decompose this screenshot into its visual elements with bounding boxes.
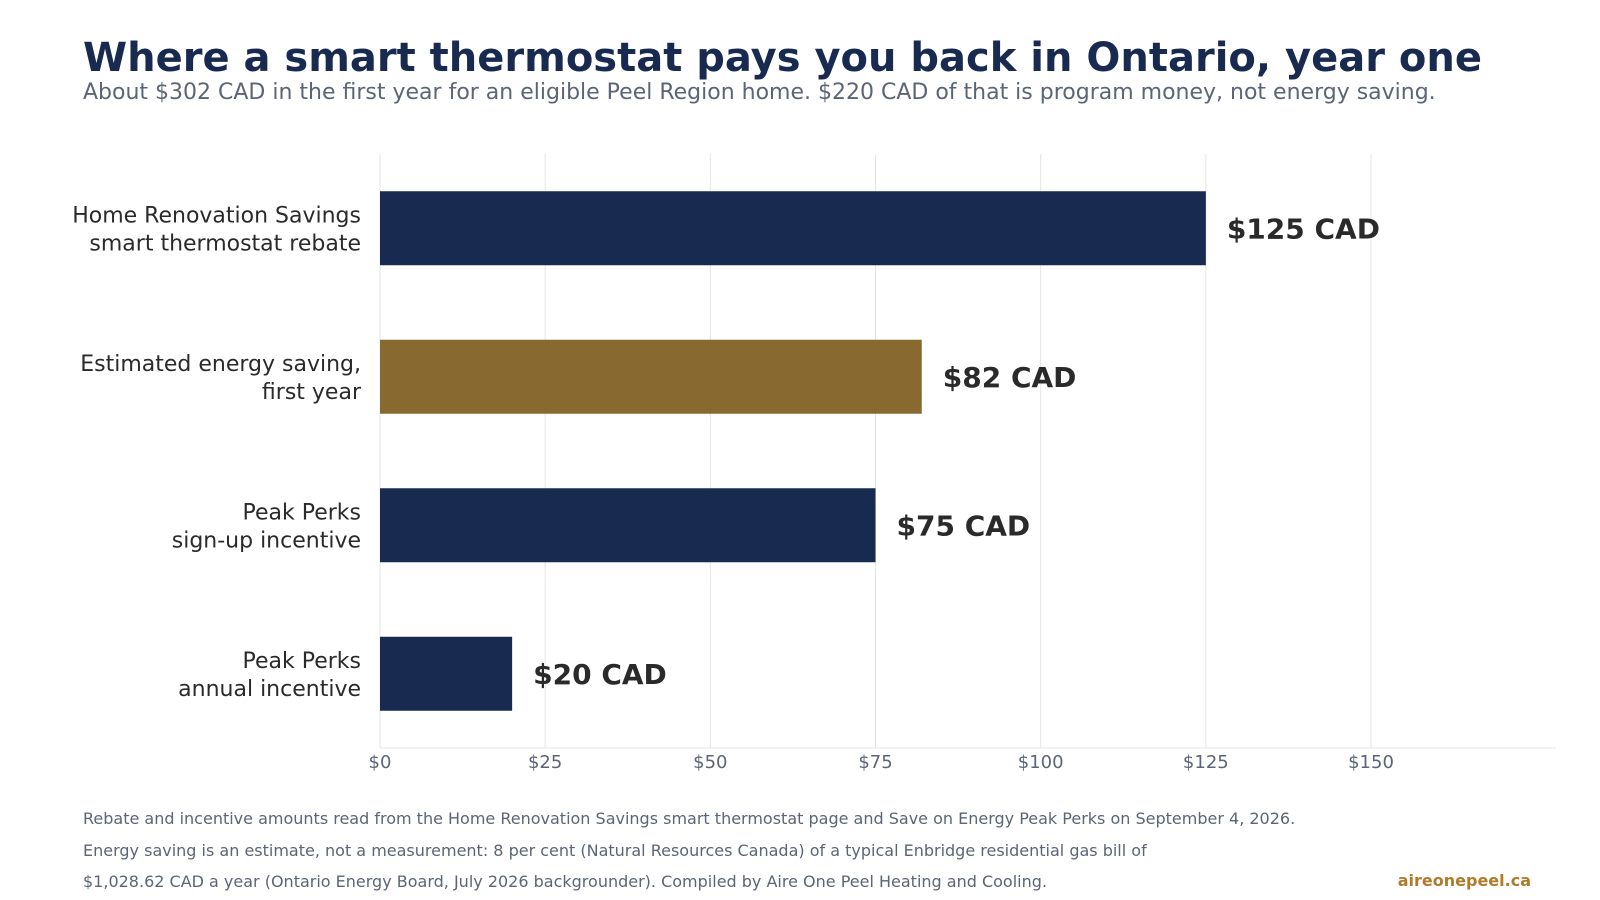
value-label-2: $75 CAD <box>897 509 1031 542</box>
value-label-3: $20 CAD <box>533 658 667 691</box>
bar-1 <box>380 339 922 414</box>
category-label-2-line-1: sign-up incentive <box>172 528 361 553</box>
category-label-0-line-1: smart thermostat rebate <box>89 231 361 256</box>
source-note-line-2: Energy saving is an estimate, not a meas… <box>83 841 1147 860</box>
category-label-1-line-1: first year <box>262 380 362 405</box>
x-tick-label-4: $100 <box>1018 752 1064 773</box>
value-label-0: $125 CAD <box>1227 212 1380 245</box>
x-tick-label-2: $50 <box>693 752 727 773</box>
x-tick-label-3: $75 <box>858 752 892 773</box>
bar-0 <box>380 191 1206 266</box>
x-tick-label-1: $25 <box>528 752 562 773</box>
brand-link[interactable]: aireonepeel.ca <box>1397 871 1531 890</box>
category-label-1-line-0: Estimated energy saving, <box>80 352 361 377</box>
x-tick-label-6: $150 <box>1348 752 1394 773</box>
source-note-line-3: $1,028.62 CAD a year (Ontario Energy Boa… <box>83 872 1047 891</box>
bar-3 <box>380 636 513 711</box>
chart-subtitle: About $302 CAD in the first year for an … <box>83 80 1436 105</box>
x-tick-label-0: $0 <box>369 752 392 773</box>
x-tick-label-5: $125 <box>1183 752 1229 773</box>
chart-title: Where a smart thermostat pays you back i… <box>83 35 1482 81</box>
value-label-1: $82 CAD <box>943 361 1077 394</box>
category-label-3-line-0: Peak Perks <box>243 649 362 674</box>
category-label-2-line-0: Peak Perks <box>243 500 362 525</box>
category-label-3-line-1: annual incentive <box>178 677 361 702</box>
category-label-0-line-0: Home Renovation Savings <box>72 203 361 228</box>
source-note-line-1: Rebate and incentive amounts read from t… <box>83 809 1296 828</box>
bar-2 <box>380 488 876 563</box>
